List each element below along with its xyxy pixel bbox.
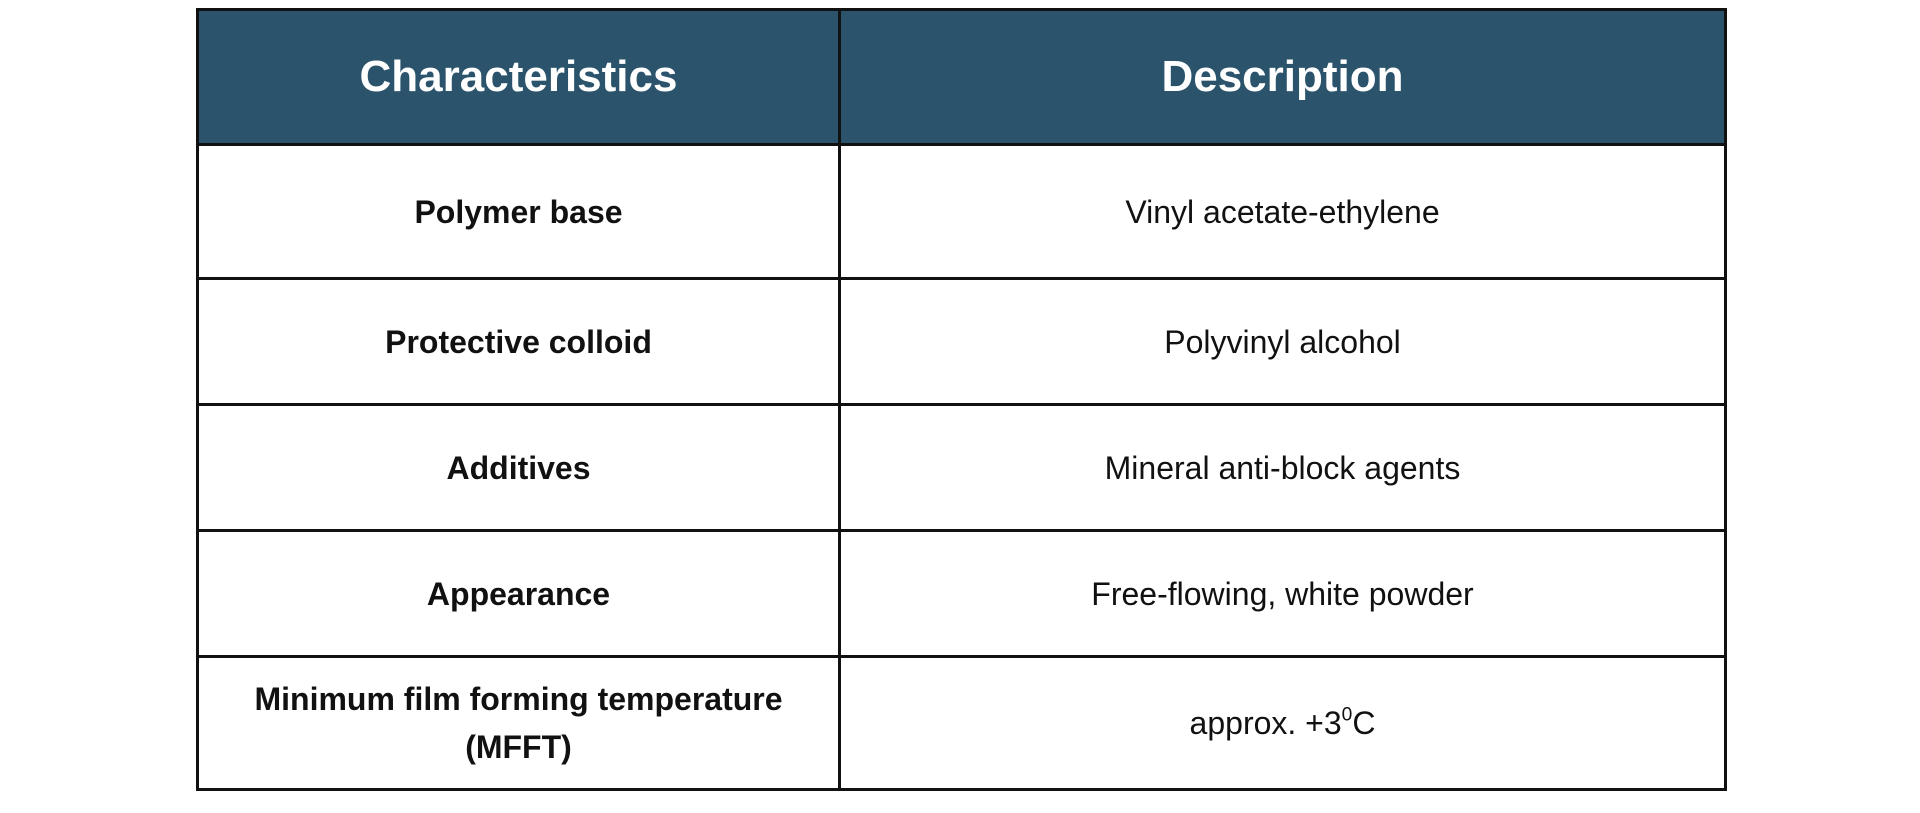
table-row: Appearance Free-flowing, white powder xyxy=(196,529,1727,658)
characteristic-cell: Polymer base xyxy=(196,143,841,280)
column-header-characteristics: Characteristics xyxy=(196,8,841,146)
table-row: Protective colloid Polyvinyl alcohol xyxy=(196,277,1727,406)
characteristic-cell: Appearance xyxy=(196,529,841,658)
description-cell: Vinyl acetate-ethylene xyxy=(838,143,1727,280)
table-header-row: Characteristics Description xyxy=(196,8,1727,146)
description-text-suffix: C xyxy=(1352,705,1376,741)
description-cell: Free-flowing, white powder xyxy=(838,529,1727,658)
table-row: Polymer base Vinyl acetate-ethylene xyxy=(196,143,1727,280)
characteristic-cell: Additives xyxy=(196,403,841,532)
properties-table: Characteristics Description Polymer base… xyxy=(196,8,1727,791)
characteristic-cell: Minimum film forming temperature (MFFT) xyxy=(196,655,841,791)
description-cell: Polyvinyl alcohol xyxy=(838,277,1727,406)
properties-table-container: Characteristics Description Polymer base… xyxy=(196,8,1727,791)
characteristic-cell: Protective colloid xyxy=(196,277,841,406)
column-header-description: Description xyxy=(838,8,1727,146)
description-text-prefix: approx. +3 xyxy=(1189,705,1342,741)
description-cell: Mineral anti-block agents xyxy=(838,403,1727,532)
table-row: Minimum film forming temperature (MFFT) … xyxy=(196,655,1727,791)
description-cell: approx. +30C xyxy=(838,655,1727,791)
description-superscript: 0 xyxy=(1341,704,1353,726)
table-row: Additives Mineral anti-block agents xyxy=(196,403,1727,532)
